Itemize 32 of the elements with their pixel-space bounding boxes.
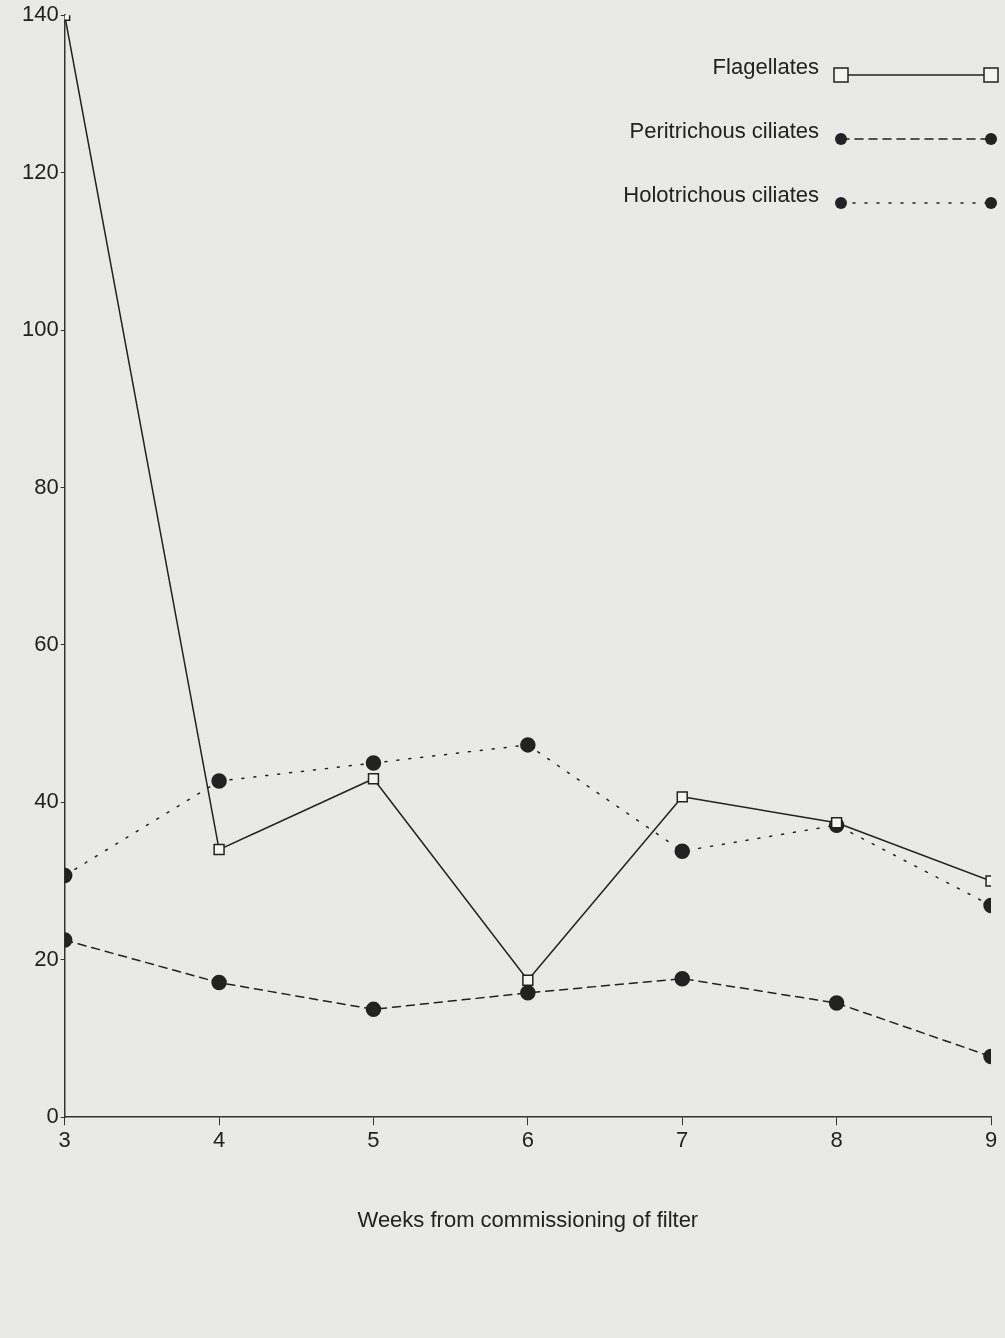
x-axis-title: Weeks from commissioning of filter xyxy=(357,1206,699,1232)
legend-label: Flagellates xyxy=(712,54,819,81)
point xyxy=(674,843,690,859)
y-tick-label: 80 xyxy=(34,473,59,499)
y-tick-label: 100 xyxy=(21,316,59,342)
x-tick-label: 3 xyxy=(58,1127,71,1153)
point xyxy=(211,974,227,991)
point xyxy=(676,791,688,803)
x-tick-label: 6 xyxy=(521,1127,534,1153)
point xyxy=(828,995,845,1011)
point xyxy=(367,773,380,785)
point xyxy=(213,843,225,856)
point xyxy=(365,755,382,771)
x-tick-label: 8 xyxy=(830,1127,843,1153)
y-tick-label: 120 xyxy=(21,158,59,184)
x-tick-label: 5 xyxy=(367,1127,380,1153)
point xyxy=(211,773,227,789)
legend-label: Peritrichous ciliates xyxy=(629,118,819,145)
point xyxy=(365,1001,382,1018)
legend-label: Holotrichous ciliates xyxy=(623,182,819,209)
point xyxy=(522,974,534,986)
point xyxy=(520,737,536,753)
y-tick-label: 20 xyxy=(34,945,59,971)
point xyxy=(674,970,690,987)
y-tick-label: 0 xyxy=(46,1103,59,1129)
x-tick-label: 4 xyxy=(212,1127,226,1153)
point xyxy=(520,985,536,1001)
y-tick-label: 140 xyxy=(21,1,59,27)
x-tick-label: 7 xyxy=(676,1127,689,1153)
y-tick-label: 60 xyxy=(34,630,59,656)
x-tick-label: 9 xyxy=(984,1127,998,1153)
y-tick-label: 40 xyxy=(34,788,59,814)
